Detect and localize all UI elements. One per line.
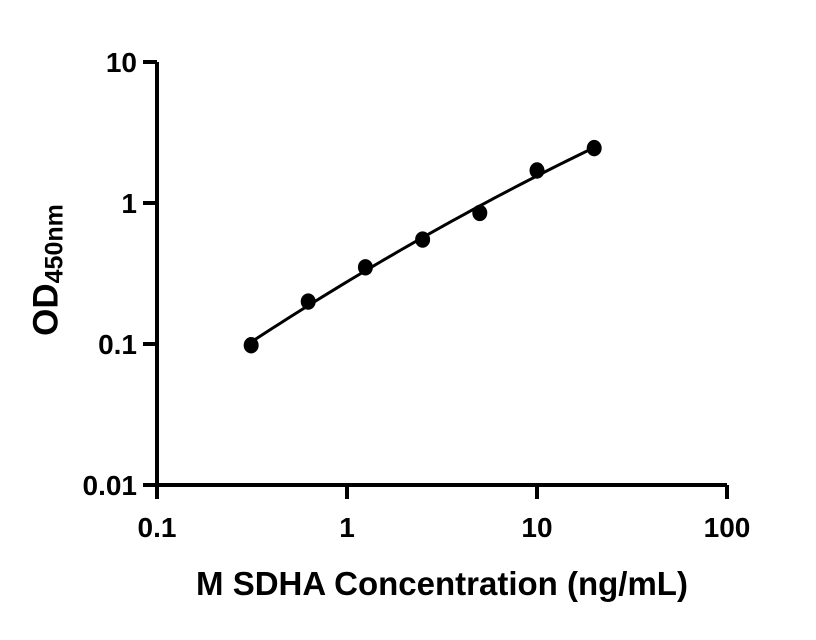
- data-point: [472, 204, 488, 222]
- x-tick-label: 10: [521, 512, 552, 543]
- y-axis-title-subscript: 450nm: [40, 204, 69, 284]
- x-tick-label: 0.1: [138, 512, 177, 543]
- data-point: [357, 259, 373, 276]
- y-tick-label: 1: [121, 188, 137, 219]
- y-tick-label: 0.01: [83, 470, 138, 501]
- data-point: [529, 162, 545, 179]
- y-axis-title: OD450nm: [27, 204, 70, 336]
- x-tick-label: 1: [339, 512, 355, 543]
- y-axis-title-main: OD: [26, 283, 66, 336]
- data-point: [243, 337, 259, 354]
- data-point: [300, 293, 316, 310]
- y-tick-label: 0.1: [98, 329, 137, 360]
- data-point: [586, 139, 602, 157]
- data-point: [415, 231, 431, 248]
- axis-spines: [155, 62, 727, 487]
- y-tick-label: 10: [106, 47, 137, 78]
- x-axis-title: M SDHA Concentration (ng/mL): [196, 565, 688, 602]
- x-tick-label: 100: [704, 512, 751, 543]
